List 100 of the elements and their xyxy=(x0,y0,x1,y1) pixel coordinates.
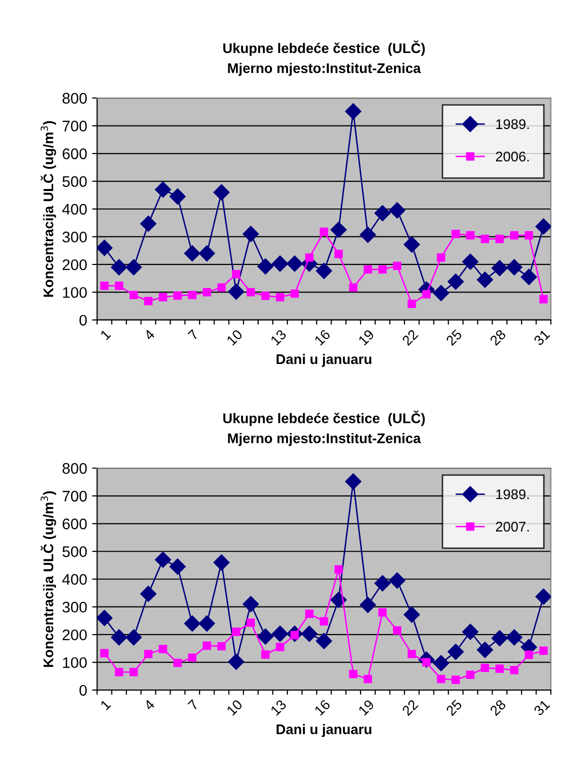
y-tick-label: 800 xyxy=(62,92,87,104)
chart-title: Ukupne lebdeće čestice (ULČ) xyxy=(223,410,425,426)
point xyxy=(408,300,416,308)
point xyxy=(492,630,508,646)
point xyxy=(392,262,402,270)
point xyxy=(184,615,200,632)
y-tick-label: 100 xyxy=(63,287,87,298)
point xyxy=(495,664,504,673)
y-tick-label: 800 xyxy=(62,463,87,474)
point xyxy=(272,626,288,642)
point xyxy=(170,558,186,575)
point xyxy=(404,606,420,623)
point xyxy=(330,222,347,238)
point xyxy=(217,283,226,292)
point xyxy=(100,282,109,290)
legend-label: 2007. xyxy=(496,522,529,532)
point xyxy=(360,596,376,613)
point xyxy=(334,565,343,574)
point xyxy=(202,642,212,650)
point xyxy=(316,632,332,650)
point xyxy=(539,646,548,655)
point xyxy=(173,291,182,300)
point xyxy=(276,293,284,302)
y-tick-label: 0 xyxy=(79,314,87,326)
point xyxy=(452,230,460,238)
point xyxy=(130,668,138,676)
chart-title: Ukupne lebdeće čestice (ULČ) xyxy=(223,40,425,56)
point xyxy=(272,256,288,272)
x-tick-label: 13 xyxy=(270,328,287,346)
y-tick-label: 600 xyxy=(62,518,87,530)
point xyxy=(184,245,200,262)
point xyxy=(261,650,270,659)
point xyxy=(144,650,152,658)
point xyxy=(232,628,240,636)
y-tick-label: 700 xyxy=(62,490,87,502)
point xyxy=(345,473,362,490)
y-tick-label: 0 xyxy=(79,684,87,696)
point xyxy=(100,649,109,658)
point xyxy=(492,260,508,276)
point xyxy=(506,629,522,646)
y-tick-label: 600 xyxy=(62,148,87,160)
point xyxy=(378,265,387,274)
point xyxy=(301,626,318,642)
point xyxy=(257,628,274,645)
x-tick-label: 7 xyxy=(188,329,199,340)
point xyxy=(462,624,478,640)
point xyxy=(246,618,255,627)
point xyxy=(111,259,128,276)
point xyxy=(466,670,474,679)
point xyxy=(389,202,406,218)
point xyxy=(535,588,551,605)
point xyxy=(305,253,314,262)
x-tick-label: 4 xyxy=(143,328,156,341)
point xyxy=(126,629,142,646)
point xyxy=(506,259,522,276)
point xyxy=(330,592,347,608)
x-axis-title: Dani u januaru xyxy=(276,354,372,367)
point xyxy=(378,608,387,617)
point xyxy=(349,670,358,678)
y-tick-label: 100 xyxy=(63,657,87,668)
point xyxy=(392,626,402,635)
point xyxy=(154,182,172,198)
point xyxy=(364,265,372,274)
point xyxy=(320,228,328,236)
point xyxy=(188,653,196,662)
point xyxy=(140,586,156,602)
x-tick-label: 31 xyxy=(533,699,550,716)
point xyxy=(286,256,303,272)
point xyxy=(213,554,230,571)
point xyxy=(290,289,299,298)
point xyxy=(422,290,431,298)
point xyxy=(389,572,406,589)
point xyxy=(198,615,215,632)
point xyxy=(495,234,504,244)
point xyxy=(232,270,240,278)
chart-subtitle: Mjerno mjesto:Institut-Zenica xyxy=(228,433,421,446)
y-tick-label: 400 xyxy=(62,574,87,585)
point xyxy=(476,272,494,288)
y-tick-label: 400 xyxy=(62,204,87,215)
x-tick-label: 1 xyxy=(100,329,112,340)
y-tick-label: 200 xyxy=(62,629,87,640)
point xyxy=(213,184,230,200)
legend-label: 1989. xyxy=(496,489,529,500)
point xyxy=(404,236,420,253)
x-tick-label: 19 xyxy=(358,699,375,716)
point xyxy=(316,262,332,279)
x-tick-label: 22 xyxy=(402,699,418,716)
point xyxy=(436,674,446,684)
point xyxy=(334,250,343,258)
y-tick-label: 500 xyxy=(62,546,87,558)
point xyxy=(257,258,274,274)
y-tick-label: 300 xyxy=(62,232,87,242)
point xyxy=(140,216,156,232)
point xyxy=(97,610,112,626)
point xyxy=(374,575,391,592)
x-tick-label: 28 xyxy=(489,328,506,346)
x-tick-label: 7 xyxy=(188,699,199,710)
x-tick-label: 25 xyxy=(446,328,462,346)
point xyxy=(480,234,490,244)
point xyxy=(246,288,255,296)
